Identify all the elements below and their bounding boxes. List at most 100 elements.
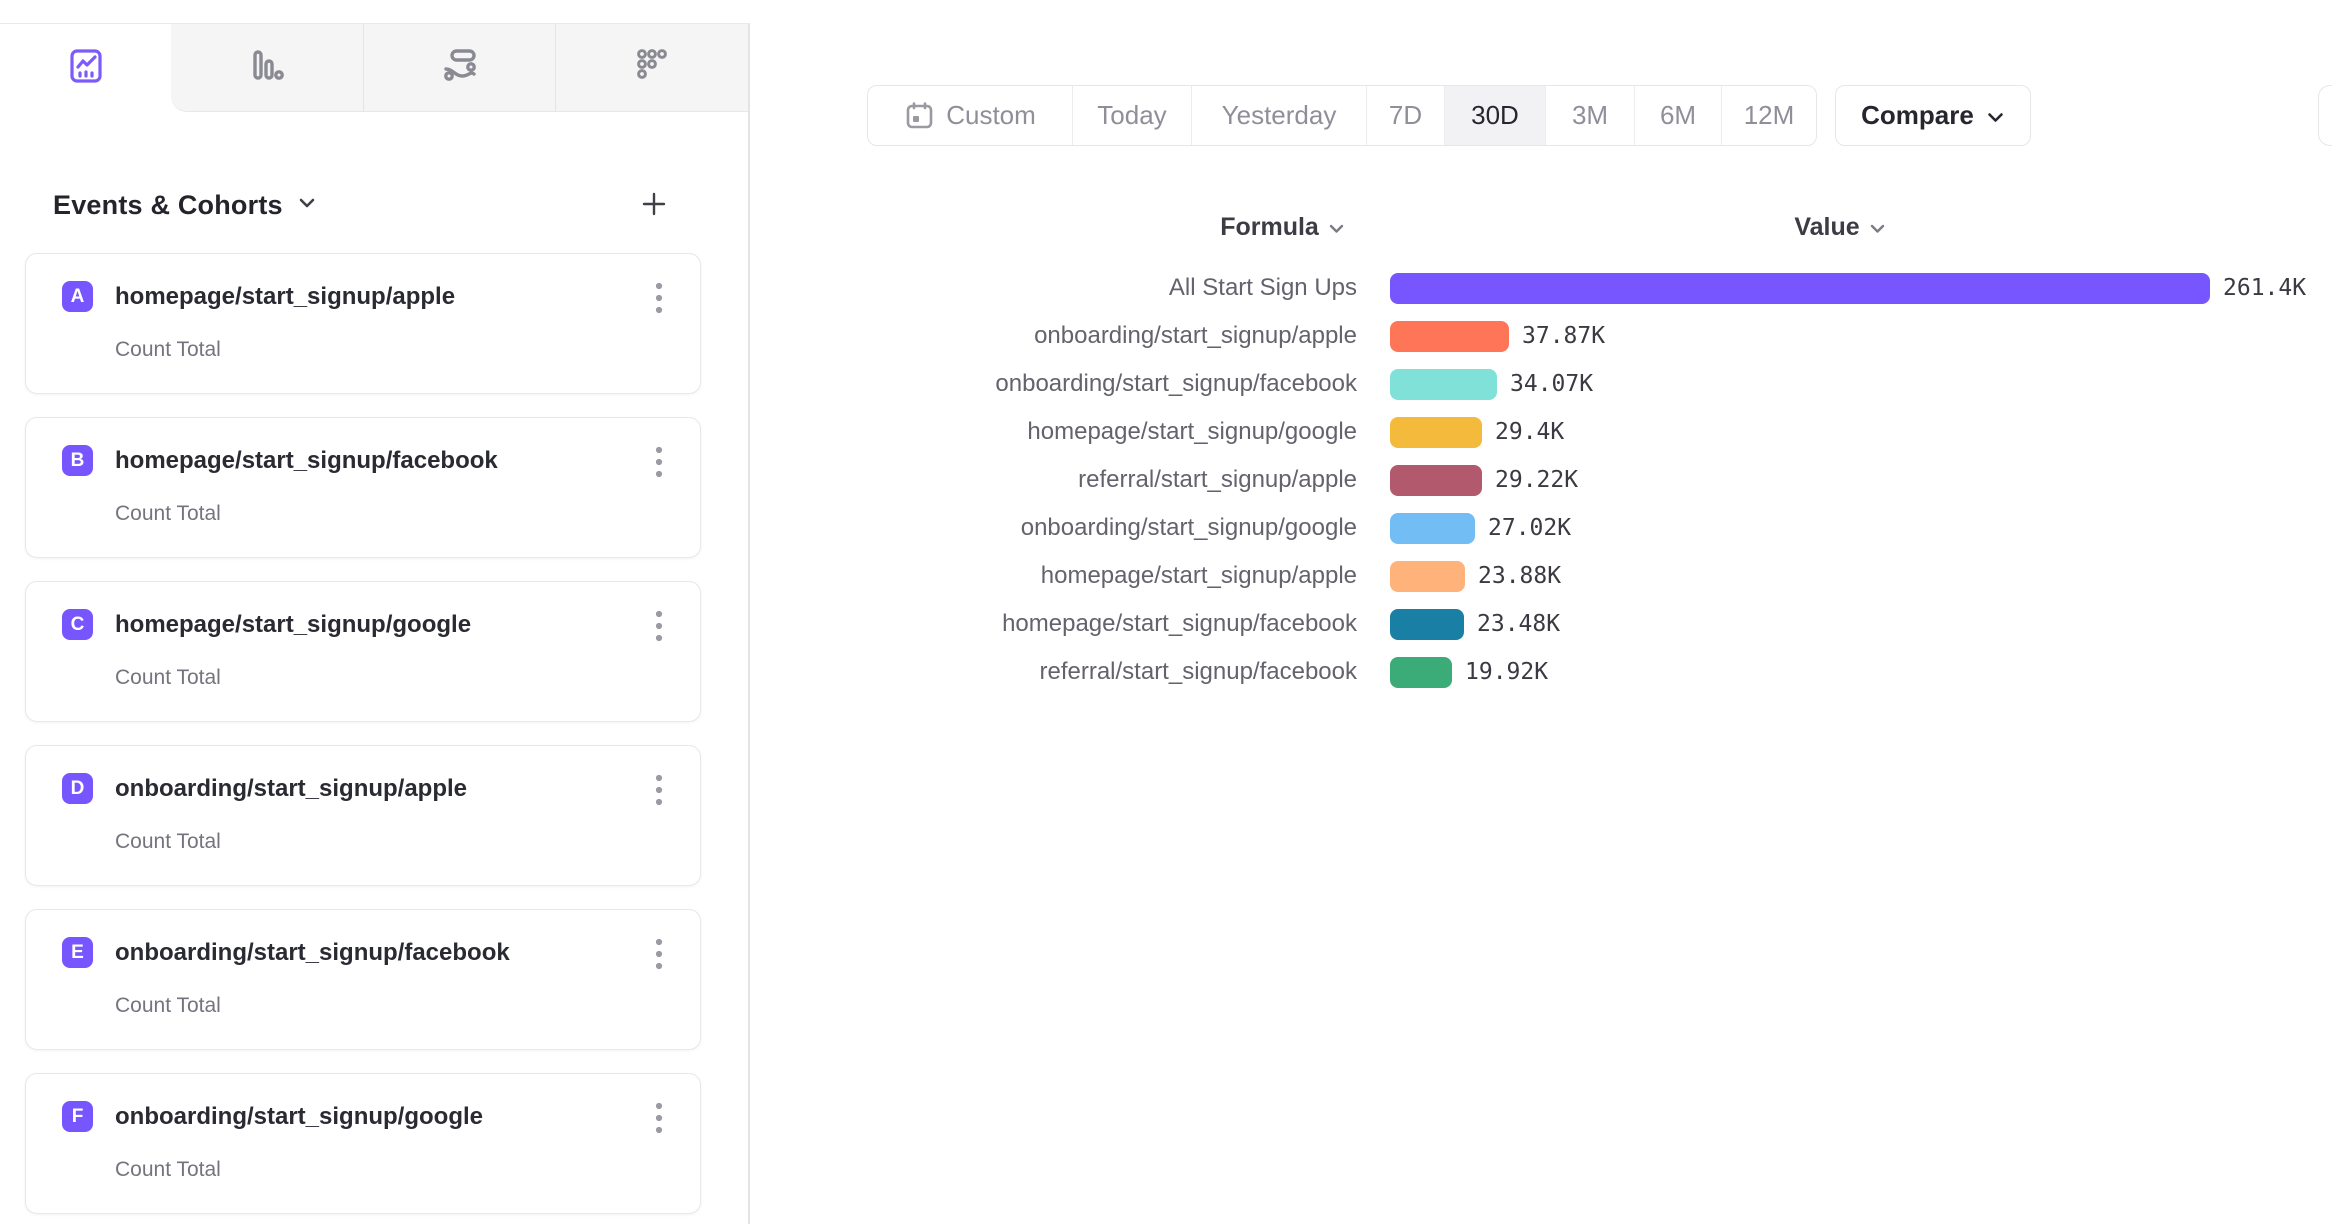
range-tab-today[interactable]: Today <box>1072 86 1191 145</box>
kebab-menu-icon[interactable] <box>646 936 672 972</box>
horizontal-bar-chart: All Start Sign Ups 261.4K onboarding/start… <box>750 264 2332 696</box>
series-label[interactable]: onboarding/start_signup/google <box>1020 514 1357 541</box>
event-name[interactable]: homepage/start_signup/apple <box>115 283 456 310</box>
event-name[interactable]: onboarding/start_signup/apple <box>115 775 468 802</box>
series-value: 27.02K <box>1488 515 1572 541</box>
series-label[interactable]: onboarding/start_signup/facebook <box>995 370 1357 397</box>
series-bar[interactable] <box>1390 656 1452 688</box>
chart-row: onboarding/start_signup/apple 37.87K <box>750 312 2332 360</box>
series-value: 29.4K <box>1495 419 1565 445</box>
range-tab-yesterday[interactable]: Yesterday <box>1191 86 1366 145</box>
series-bar[interactable] <box>1390 272 2210 304</box>
series-bar[interactable] <box>1390 512 1475 544</box>
series-value: 23.88K <box>1478 563 1562 589</box>
kebab-menu-icon[interactable] <box>646 280 672 316</box>
event-measure[interactable]: Count Total <box>115 830 221 853</box>
event-letter-badge: E <box>62 937 93 968</box>
kebab-menu-icon[interactable] <box>646 608 672 644</box>
chevron-down-icon <box>1986 100 2005 131</box>
series-bar[interactable] <box>1390 608 1464 640</box>
series-value: 29.22K <box>1495 467 1579 493</box>
inactive-view-tabs <box>171 24 748 112</box>
event-name[interactable]: onboarding/start_signup/facebook <box>115 939 510 966</box>
range-tab-12m[interactable]: 12M <box>1721 86 1816 145</box>
events-cohorts-header[interactable]: Events & Cohorts <box>53 190 317 221</box>
range-tab-label: 6M <box>1659 100 1697 130</box>
range-tab-label: Yesterday <box>1221 100 1337 130</box>
series-bar[interactable] <box>1390 464 1482 496</box>
calendar-icon <box>904 100 935 131</box>
range-tab-6m[interactable]: 6M <box>1634 86 1721 145</box>
event-measure[interactable]: Count Total <box>115 338 221 361</box>
event-measure[interactable]: Count Total <box>115 1158 221 1181</box>
chevron-down-icon <box>297 196 317 215</box>
series-bar[interactable] <box>1390 416 1482 448</box>
chevron-down-icon <box>1328 213 1345 242</box>
value-header-label: Value <box>1794 213 1860 241</box>
event-name[interactable]: homepage/start_signup/google <box>115 611 472 638</box>
flows-icon <box>441 46 479 89</box>
series-value: 19.92K <box>1465 659 1549 685</box>
chart-row: homepage/start_signup/apple 23.88K <box>750 552 2332 600</box>
event-measure[interactable]: Count Total <box>115 666 221 689</box>
series-label[interactable]: All Start Sign Ups <box>1168 274 1357 301</box>
chevron-down-icon <box>1869 213 1886 242</box>
bar-chart-icon <box>249 47 285 88</box>
series-bar[interactable] <box>1390 560 1465 592</box>
add-event-button[interactable] <box>636 186 672 222</box>
clipped-toolbar-button[interactable] <box>2318 85 2332 146</box>
range-tab-label: 7D <box>1388 100 1423 130</box>
kebab-menu-icon[interactable] <box>646 1100 672 1136</box>
range-tab-7d[interactable]: 7D <box>1366 86 1444 145</box>
series-value: 261.4K <box>2223 275 2307 301</box>
event-letter-badge: C <box>62 609 93 640</box>
date-range-control: Custom Today Yesterday 7D 30D 3M 6M 12M <box>867 85 1817 146</box>
event-name[interactable]: homepage/start_signup/facebook <box>115 447 498 474</box>
formula-column-header[interactable]: Formula <box>1150 213 1415 242</box>
tab-funnel[interactable] <box>555 24 748 111</box>
kebab-menu-icon[interactable] <box>646 444 672 480</box>
series-label[interactable]: onboarding/start_signup/apple <box>1034 322 1357 349</box>
tab-insights-active[interactable] <box>0 24 171 112</box>
series-label[interactable]: homepage/start_signup/facebook <box>1002 610 1357 637</box>
sidebar-divider <box>748 24 750 1224</box>
chart-row: homepage/start_signup/google 29.4K <box>750 408 2332 456</box>
series-bar[interactable] <box>1390 368 1497 400</box>
compare-button[interactable]: Compare <box>1835 85 2031 146</box>
tab-bar-chart[interactable] <box>171 24 363 111</box>
chart-row: referral/start_signup/apple 29.22K <box>750 456 2332 504</box>
value-column-header[interactable]: Value <box>1725 213 1955 242</box>
range-tab-3m[interactable]: 3M <box>1545 86 1634 145</box>
event-measure[interactable]: Count Total <box>115 502 221 525</box>
range-tab-label: Custom <box>946 100 1036 130</box>
tab-flows[interactable] <box>362 24 556 111</box>
events-cohorts-title: Events & Cohorts <box>53 190 283 220</box>
range-tab-custom[interactable]: Custom <box>868 86 1072 145</box>
funnel-dots-icon <box>633 46 671 89</box>
compare-label: Compare <box>1861 100 1974 130</box>
event-letter-badge: F <box>62 1101 93 1132</box>
series-bar[interactable] <box>1390 320 1509 352</box>
series-label[interactable]: homepage/start_signup/google <box>1027 418 1357 445</box>
series-label[interactable]: referral/start_signup/apple <box>1078 466 1357 493</box>
range-tab-30d[interactable]: 30D <box>1444 86 1545 145</box>
chart-row: onboarding/start_signup/google 27.02K <box>750 504 2332 552</box>
event-measure[interactable]: Count Total <box>115 994 221 1017</box>
event-letter-badge: B <box>62 445 93 476</box>
chart-row: All Start Sign Ups 261.4K <box>750 264 2332 312</box>
range-tab-label: 3M <box>1571 100 1609 130</box>
event-letter-badge: A <box>62 281 93 312</box>
series-label[interactable]: homepage/start_signup/apple <box>1040 562 1357 589</box>
kebab-menu-icon[interactable] <box>646 772 672 808</box>
range-tab-label: 30D <box>1471 100 1519 130</box>
event-name[interactable]: onboarding/start_signup/google <box>115 1103 483 1130</box>
series-label[interactable]: referral/start_signup/facebook <box>1039 658 1357 685</box>
